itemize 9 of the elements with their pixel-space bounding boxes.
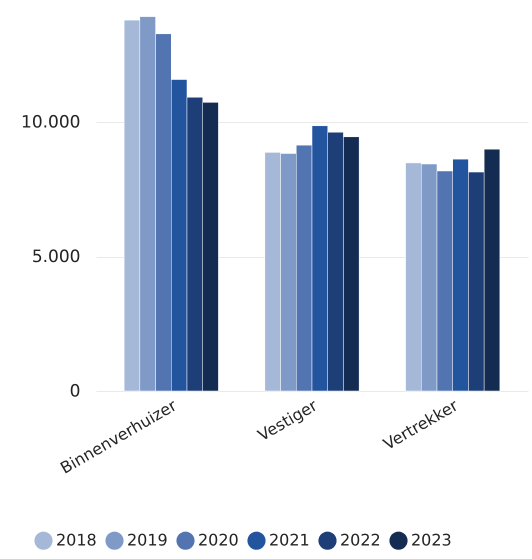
legend-label: 2023 [411, 530, 452, 550]
legend-label: 2021 [269, 530, 310, 550]
legend-label: 2019 [127, 530, 168, 550]
y-tick-label: 5.000 [32, 247, 80, 268]
y-tick-label: 0 [70, 382, 80, 402]
legend-label: 2020 [198, 530, 239, 550]
y-tick-label: 10.000 [21, 112, 80, 133]
legend-label: 2018 [56, 530, 97, 550]
legend-label: 2022 [340, 530, 381, 550]
